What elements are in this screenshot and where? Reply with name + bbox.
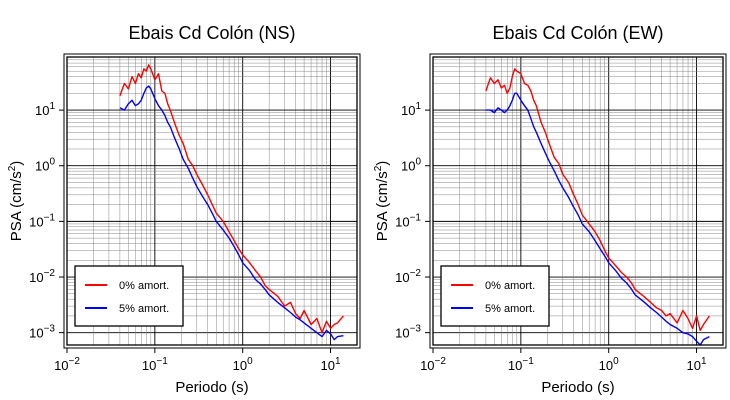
y-tick-label: 10−3 [395, 324, 421, 341]
x-tick-label: 10−1 [142, 356, 168, 373]
y-tick-label: 100 [401, 157, 421, 174]
series-line-red [119, 64, 344, 334]
chart-panel-2: 10−2 10−1 100 101 10−3 10−2 10−1 100 101 Ebais Cd… [373, 23, 727, 396]
chart-panel-1: 10−2 10−1 100 101 10−3 10−2 10−1 100 101 Ebais Cd… [7, 23, 361, 396]
plot-frame [66, 56, 358, 346]
series-line-blue [119, 85, 344, 341]
x-tick-label: 10−2 [54, 356, 80, 373]
legend: 0% amort. 5% amort. [440, 265, 550, 327]
series-line-blue [485, 92, 710, 346]
y-tick-label: 10−1 [395, 212, 421, 229]
x-axis-label: Periodo (s) [541, 379, 614, 396]
y-tick-label: 101 [401, 101, 421, 118]
y-tick-label: 10−2 [29, 268, 55, 285]
legend: 0% amort. 5% amort. [74, 265, 184, 327]
x-tick-label: 101 [321, 356, 341, 373]
axis-ticks: 10−2 10−1 100 101 10−3 10−2 10−1 100 101 [395, 101, 707, 373]
legend-label: 0% amort. [119, 280, 169, 292]
y-tick-label: 10−3 [29, 324, 55, 341]
x-tick-label: 10−2 [420, 356, 446, 373]
y-tick-label: 10−2 [395, 268, 421, 285]
plot-frame-outer [63, 53, 361, 349]
legend-box [440, 265, 550, 327]
plot-frame [432, 56, 724, 346]
chart-title: Ebais Cd Colón (EW) [492, 23, 663, 43]
y-tick-label: 101 [35, 101, 55, 118]
legend-label: 0% amort. [485, 280, 535, 292]
y-axis-label: PSA (cm/s2) [373, 161, 391, 242]
x-axis-label: Periodo (s) [175, 379, 248, 396]
y-tick-label: 10−1 [29, 212, 55, 229]
x-tick-label: 101 [687, 356, 707, 373]
x-tick-label: 100 [599, 356, 619, 373]
legend-label: 5% amort. [485, 303, 535, 315]
y-axis-label: PSA (cm/s2) [7, 161, 25, 242]
x-tick-label: 10−1 [508, 356, 534, 373]
plot-frame-outer [429, 53, 727, 349]
legend-box [74, 265, 184, 327]
legend-label: 5% amort. [119, 303, 169, 315]
series-line-red [485, 68, 710, 332]
y-tick-label: 100 [35, 157, 55, 174]
x-tick-label: 100 [233, 356, 253, 373]
chart-title: Ebais Cd Colón (NS) [128, 23, 295, 43]
